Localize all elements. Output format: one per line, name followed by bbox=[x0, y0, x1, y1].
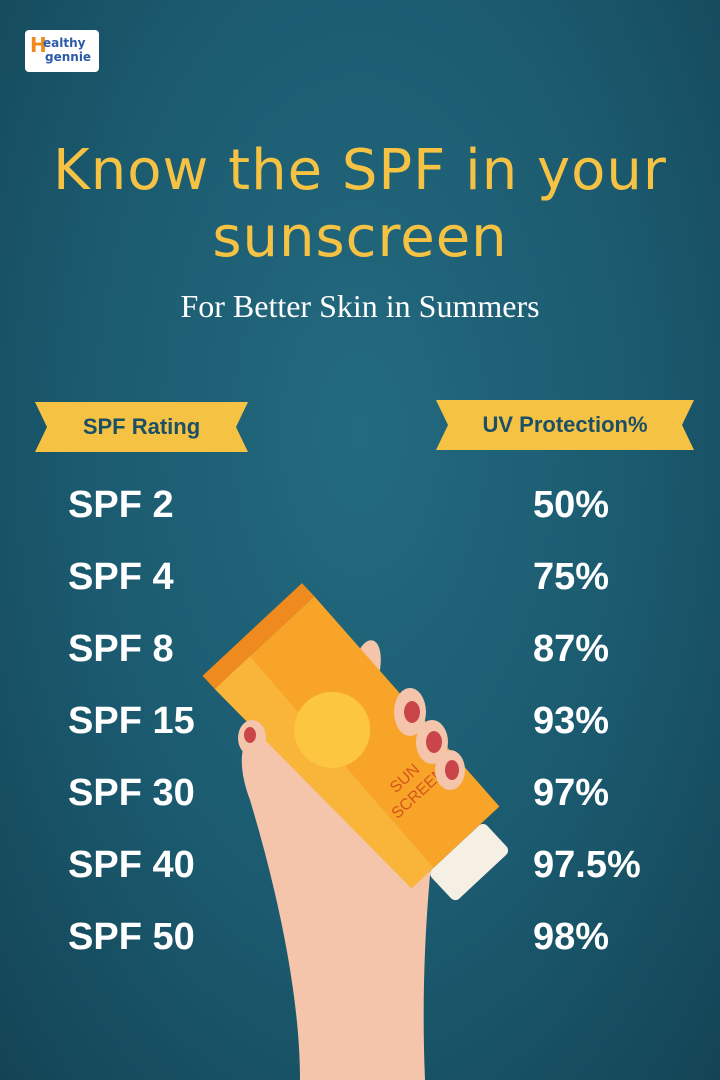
uv-protection: 87% bbox=[533, 628, 610, 670]
uv-protection: 93% bbox=[533, 700, 610, 742]
spf-rating: SPF 15 bbox=[68, 700, 195, 742]
spf-rating: SPF 8 bbox=[68, 628, 174, 670]
logo-text: gennie bbox=[45, 50, 92, 64]
title: Know the SPF in your bbox=[53, 138, 667, 203]
column-header: SPF Rating bbox=[82, 414, 201, 439]
ribbon-left bbox=[35, 402, 248, 452]
uv-protection: 97.5% bbox=[533, 844, 641, 886]
subtitle: For Better Skin in Summers bbox=[180, 288, 540, 324]
spf-rating: SPF 40 bbox=[68, 844, 195, 886]
column-header: UV Protection% bbox=[482, 412, 648, 437]
logo-mark: H bbox=[30, 33, 47, 57]
uv-protection: 98% bbox=[533, 916, 610, 958]
logo: H ealthy gennie bbox=[25, 30, 99, 72]
uv-protection: 50% bbox=[533, 484, 610, 526]
spf-rating: SPF 4 bbox=[68, 556, 174, 598]
uv-protection: 75% bbox=[533, 556, 610, 598]
spf-rating: SPF 2 bbox=[68, 484, 174, 526]
nails bbox=[244, 701, 459, 780]
title: sunscreen bbox=[212, 205, 508, 270]
ribbon-right bbox=[436, 400, 694, 450]
spf-rating: SPF 30 bbox=[68, 772, 195, 814]
logo-text: ealthy bbox=[43, 36, 86, 50]
spf-rating: SPF 50 bbox=[68, 916, 195, 958]
tube: SUN SCREEN bbox=[202, 583, 509, 901]
uv-protection: 97% bbox=[533, 772, 610, 814]
